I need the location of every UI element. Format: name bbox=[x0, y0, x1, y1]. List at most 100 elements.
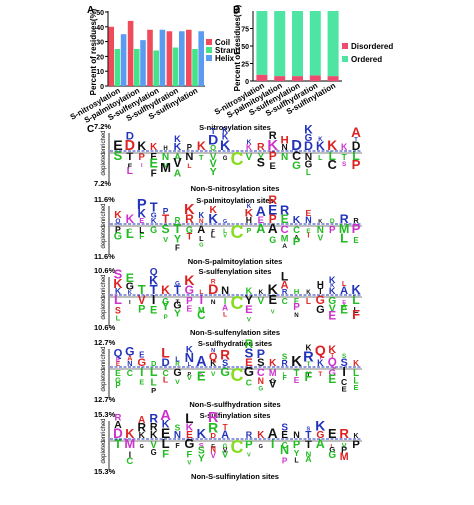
logo-depleted-residue: V bbox=[329, 303, 336, 315]
logo-enriched-residue: K bbox=[150, 142, 157, 153]
logo-depleted-residue: G bbox=[292, 160, 301, 172]
logo-depleted-residue: A bbox=[316, 437, 325, 451]
logo-enriched-residue: S bbox=[222, 358, 228, 368]
logo-depleted-residue: F bbox=[282, 375, 287, 382]
logo-depleted-residue: E bbox=[187, 303, 193, 313]
logo-enriched-residue: K bbox=[341, 142, 348, 152]
depleted-label: depleted bbox=[101, 368, 107, 391]
logo-enriched-residue: N bbox=[199, 218, 204, 225]
logo-depleted-residue: V bbox=[223, 447, 228, 454]
logo-depleted-residue: M bbox=[339, 222, 349, 236]
logo-depleted-residue: Y bbox=[245, 293, 253, 307]
logo-enriched-residue: K bbox=[208, 211, 218, 226]
logo-enriched-residue: K bbox=[246, 143, 252, 152]
logo-depleted-residue: E bbox=[353, 236, 359, 245]
logo-depleted-residue: S bbox=[342, 161, 346, 168]
logo-depleted-residue: P bbox=[115, 225, 121, 235]
logo-enriched-residue: N bbox=[221, 285, 229, 297]
logo-panel-5: S-sulfinylation sites Non-S-sulfinylation… bbox=[94, 408, 362, 481]
logo-depleted-residue: E bbox=[197, 368, 206, 383]
logo-enriched-residue: N bbox=[127, 360, 132, 368]
logo-enriched-residue: E bbox=[161, 425, 170, 441]
logo-depleted-residue: G bbox=[173, 300, 181, 312]
logo-enriched-residue: A bbox=[268, 426, 278, 441]
bar-ordered-3 bbox=[309, 11, 321, 76]
logo-depleted-residue: S bbox=[198, 446, 205, 457]
bar-strand-3 bbox=[172, 47, 179, 86]
enriched-label: enriched bbox=[101, 130, 107, 153]
logo-depleted-residue: P bbox=[352, 157, 361, 172]
logo-depleted-residue: L bbox=[211, 230, 216, 239]
logo-enriched-residue: R bbox=[114, 412, 121, 423]
logo-enriched-residue: A bbox=[196, 354, 206, 370]
logo-enriched-residue: K bbox=[126, 213, 135, 226]
logo-enriched-residue: E bbox=[126, 271, 134, 285]
logo-depleted-residue: Y bbox=[162, 299, 170, 313]
logo-depleted-residue: Y bbox=[306, 371, 311, 378]
logo-enriched-residue: T bbox=[150, 201, 158, 215]
logo-depleted-residue: L bbox=[151, 377, 157, 388]
logo-enriched-residue: K bbox=[353, 359, 359, 368]
logo-enriched-residue: E bbox=[306, 208, 312, 218]
y-tick-label: 20 bbox=[96, 54, 104, 61]
logo-depleted-residue: V bbox=[211, 371, 216, 378]
logo-depleted-residue: E bbox=[245, 304, 253, 316]
depleted-label: depleted bbox=[101, 440, 107, 463]
logo-depleted-residue: Y bbox=[258, 152, 264, 162]
logo-depleted-residue: P bbox=[352, 221, 361, 236]
logo-depleted-residue: F bbox=[151, 169, 157, 180]
logo-enriched-residue: K bbox=[257, 430, 264, 441]
logo-enriched-residue: K bbox=[329, 275, 336, 285]
logo-enriched-residue: R bbox=[185, 212, 194, 226]
chart-b-ylabel: Percent of residues(%) bbox=[233, 4, 242, 91]
logo-depleted-residue: E bbox=[342, 300, 346, 306]
bar-coil-2 bbox=[147, 29, 153, 86]
logo-enriched-residue: T bbox=[138, 282, 146, 297]
logo-depleted-residue: C bbox=[257, 367, 265, 379]
logo-enriched-residue: L bbox=[161, 345, 170, 361]
logo-title: S-sulfenylation sites bbox=[199, 267, 272, 276]
logo-non-title: Non-S-sulfenylation sites bbox=[190, 328, 280, 337]
bar-disordered-0 bbox=[256, 74, 268, 81]
logo-center-residue: C bbox=[231, 149, 244, 169]
logo-depleted-residue: I bbox=[342, 365, 345, 379]
logo-depleted-residue: M bbox=[198, 306, 205, 315]
logo-depleted-residue: L bbox=[353, 375, 359, 385]
logo-depleted-residue: E bbox=[294, 297, 299, 306]
logo-depleted-residue: F bbox=[175, 243, 180, 252]
logo-depleted-residue: S bbox=[162, 222, 170, 236]
logo-depleted-residue: G bbox=[220, 365, 230, 379]
bar-coil-3 bbox=[166, 31, 173, 87]
logo-enriched-residue: A bbox=[340, 285, 348, 297]
logo-enriched-residue: K bbox=[162, 419, 170, 431]
logo-depleted-residue: G bbox=[316, 304, 325, 316]
logo-depleted-residue: M bbox=[124, 436, 135, 451]
logo-enriched-residue: N bbox=[282, 142, 288, 152]
logo-depleted-residue: V bbox=[175, 379, 180, 386]
logo-depleted-residue: L bbox=[139, 226, 144, 235]
logo-depleted-residue: A bbox=[282, 243, 287, 250]
logo-enriched-residue: P bbox=[187, 143, 192, 152]
logo-depleted-residue: M bbox=[160, 160, 171, 175]
logo-percent-bottom: 15.3% bbox=[94, 467, 116, 476]
logo-enriched-residue: R bbox=[211, 278, 216, 285]
logo-enriched-residue: G bbox=[316, 430, 324, 441]
logo-enriched-residue: T bbox=[318, 354, 322, 361]
logo-enriched-residue: T bbox=[354, 137, 358, 143]
logo-depleted-residue: V bbox=[210, 451, 216, 460]
logo-depleted-residue: G bbox=[114, 230, 122, 242]
logo-depleted-residue: L bbox=[318, 155, 323, 162]
logo-percent-bottom: 7.2% bbox=[94, 179, 111, 188]
logo-depleted-residue: P bbox=[293, 439, 301, 451]
logo-title: S-sulfhydration sites bbox=[198, 339, 272, 348]
logo-enriched-residue: R bbox=[175, 361, 180, 368]
panel-a-label: A bbox=[87, 5, 94, 16]
logo-depleted-residue: P bbox=[329, 225, 336, 236]
logo-depleted-residue: C bbox=[127, 368, 133, 378]
logo-enriched-residue: G bbox=[175, 280, 180, 287]
logo-enriched-residue: E bbox=[281, 430, 288, 441]
logo-depleted-residue: L bbox=[331, 444, 335, 450]
logo-depleted-residue: C bbox=[328, 157, 337, 172]
